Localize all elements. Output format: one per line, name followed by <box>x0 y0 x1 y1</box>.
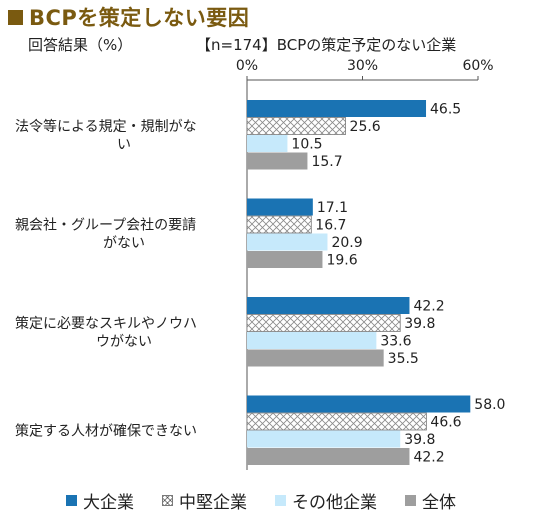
bar-0-1 <box>247 198 313 216</box>
legend-swatch <box>162 495 173 506</box>
category-label: ウがない <box>96 334 152 350</box>
category-label: 策定に必要なスキルやノウハ <box>15 315 197 332</box>
legend-swatch <box>66 495 77 506</box>
legend-item: 大企業 <box>66 488 134 513</box>
legend-item: 中堅企業 <box>162 488 247 513</box>
bar-3-1 <box>247 251 323 268</box>
category-label: がない <box>103 235 145 251</box>
bar-2-3 <box>247 430 401 448</box>
category-label: 法令等による規定・規制がな <box>15 118 197 135</box>
data-label: 46.6 <box>430 415 461 431</box>
bar-3-3 <box>247 448 410 465</box>
category-label: 親会社・グループ会社の要請 <box>15 217 196 233</box>
title-square-icon <box>8 9 23 25</box>
bar-2-1 <box>247 233 328 251</box>
legend-swatch <box>405 495 416 506</box>
legend-label: 大企業 <box>83 493 134 513</box>
bar-1-1 <box>246 215 312 234</box>
data-label: 42.2 <box>413 299 444 315</box>
bar-0-0 <box>247 100 427 117</box>
chart-title: BCPを策定しない要因 <box>8 2 249 32</box>
chart-legend: 大企業 中堅企業 その他企業 全体 <box>66 488 484 513</box>
legend-item: その他企業 <box>275 488 377 513</box>
legend-label: 中堅企業 <box>179 493 247 513</box>
x-tick-label: 30% <box>347 58 378 74</box>
x-tick-label: 60% <box>462 58 493 74</box>
data-label: 58.0 <box>474 397 505 413</box>
sample-label: 【n=174】BCPの策定予定のない企業 <box>196 36 457 54</box>
bar-1-0 <box>246 117 346 135</box>
bar-3-0 <box>247 152 308 170</box>
legend-swatch <box>275 495 286 506</box>
data-label: 35.5 <box>388 351 419 367</box>
bar-2-0 <box>247 135 288 152</box>
chart-title-text: BCPを策定しない要因 <box>29 6 250 30</box>
data-label: 39.8 <box>404 432 435 448</box>
bar-1-2 <box>246 314 401 332</box>
data-label: 15.7 <box>311 154 342 170</box>
bar-1-3 <box>246 412 427 431</box>
data-label: 10.5 <box>291 137 322 153</box>
data-label: 25.6 <box>350 119 381 135</box>
data-label: 19.6 <box>326 253 357 269</box>
data-label: 20.9 <box>331 235 362 251</box>
bar-0-2 <box>247 297 410 314</box>
data-label: 39.8 <box>404 316 435 332</box>
data-label: 16.7 <box>315 218 346 234</box>
data-label: 46.5 <box>430 102 461 118</box>
bar-0-3 <box>247 395 471 413</box>
legend-item: 全体 <box>405 488 456 513</box>
data-label: 17.1 <box>317 200 348 216</box>
legend-label: その他企業 <box>292 493 377 513</box>
data-label: 33.6 <box>380 334 411 350</box>
bar-3-2 <box>247 349 384 367</box>
category-label: い <box>117 137 131 153</box>
category-label: 策定する人材が確保できない <box>15 422 197 439</box>
x-tick-label: 0% <box>236 58 258 74</box>
legend-label: 全体 <box>422 493 456 513</box>
data-label: 42.2 <box>413 450 444 466</box>
unit-label: 回答結果（%） <box>28 36 133 54</box>
bar-2-2 <box>247 332 377 349</box>
